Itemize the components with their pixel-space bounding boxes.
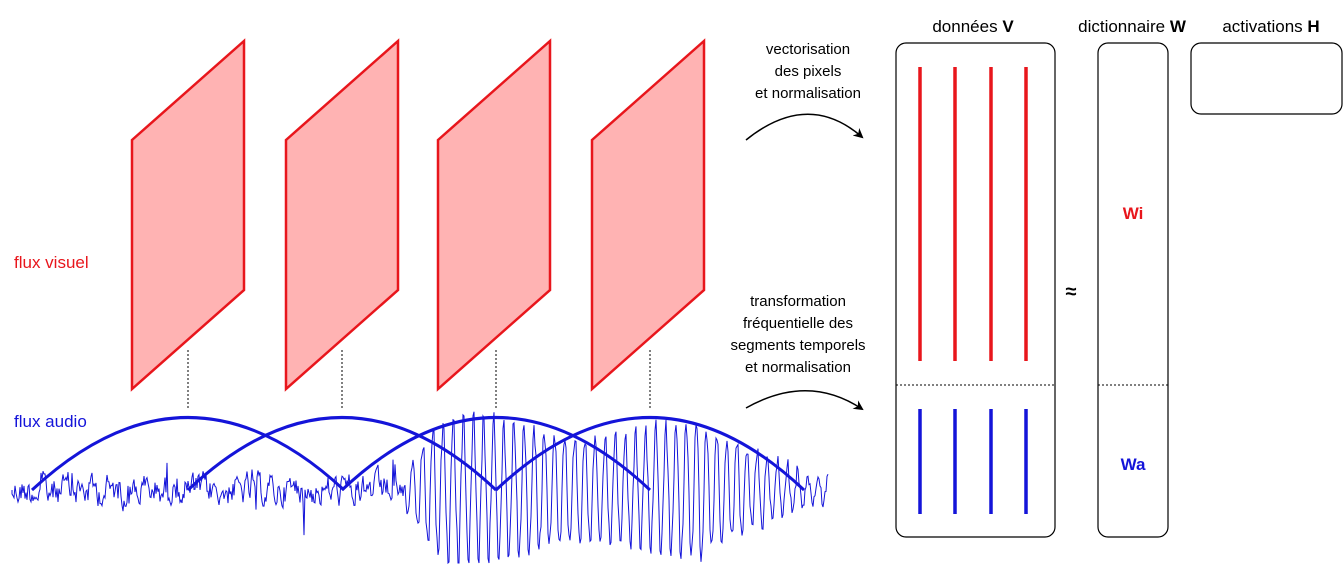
approx-symbol: ≈ — [1066, 281, 1077, 303]
dictionary-matrix: Wi Wa — [1097, 42, 1169, 538]
data-matrix-title: données V — [932, 17, 1014, 36]
video-frame-1 — [130, 38, 246, 392]
audio-stream-label: flux audio — [14, 412, 87, 431]
video-frames — [130, 38, 706, 392]
wa-label: Wa — [1121, 455, 1146, 474]
vectorization-caption-line: vectorisation — [766, 41, 850, 58]
activations-matrix-title: activations H — [1222, 17, 1319, 36]
transform-caption-line: transformation — [750, 293, 846, 310]
analysis-window-4 — [494, 416, 806, 492]
data-matrix — [895, 42, 1056, 538]
video-frame-4 — [590, 38, 706, 392]
wi-label: Wi — [1123, 204, 1144, 223]
analysis-window-2 — [186, 416, 498, 492]
alignment-lines — [187, 350, 651, 408]
video-frame-2 — [284, 38, 400, 392]
dictionary-matrix-box — [1097, 42, 1169, 538]
data-matrix-box — [895, 42, 1056, 538]
audio-waveform — [11, 411, 829, 565]
transform-caption: transformation fréquentielle des segment… — [730, 293, 865, 376]
transform-caption-line: segments temporels — [730, 337, 865, 354]
dictionary-matrix-title: dictionnaire W — [1078, 17, 1187, 36]
activations-matrix-box — [1190, 42, 1343, 115]
vectorization-caption-line: des pixels — [775, 63, 842, 80]
vectorization-caption: vectorisation des pixels et normalisatio… — [755, 41, 861, 102]
image-vectors — [918, 67, 1028, 361]
vectorization-caption-line: et normalisation — [755, 85, 861, 102]
visual-stream-label: flux visuel — [14, 253, 89, 272]
analysis-window-1 — [30, 416, 346, 492]
transform-caption-line: fréquentielle des — [743, 315, 853, 332]
transform-arrow — [745, 390, 864, 411]
vectorization-arrow — [745, 113, 864, 141]
analysis-windows — [30, 416, 806, 492]
analysis-window-3 — [340, 416, 652, 492]
video-frame-3 — [436, 38, 552, 392]
audio-vectors — [918, 409, 1028, 514]
transform-caption-line: et normalisation — [745, 359, 851, 376]
